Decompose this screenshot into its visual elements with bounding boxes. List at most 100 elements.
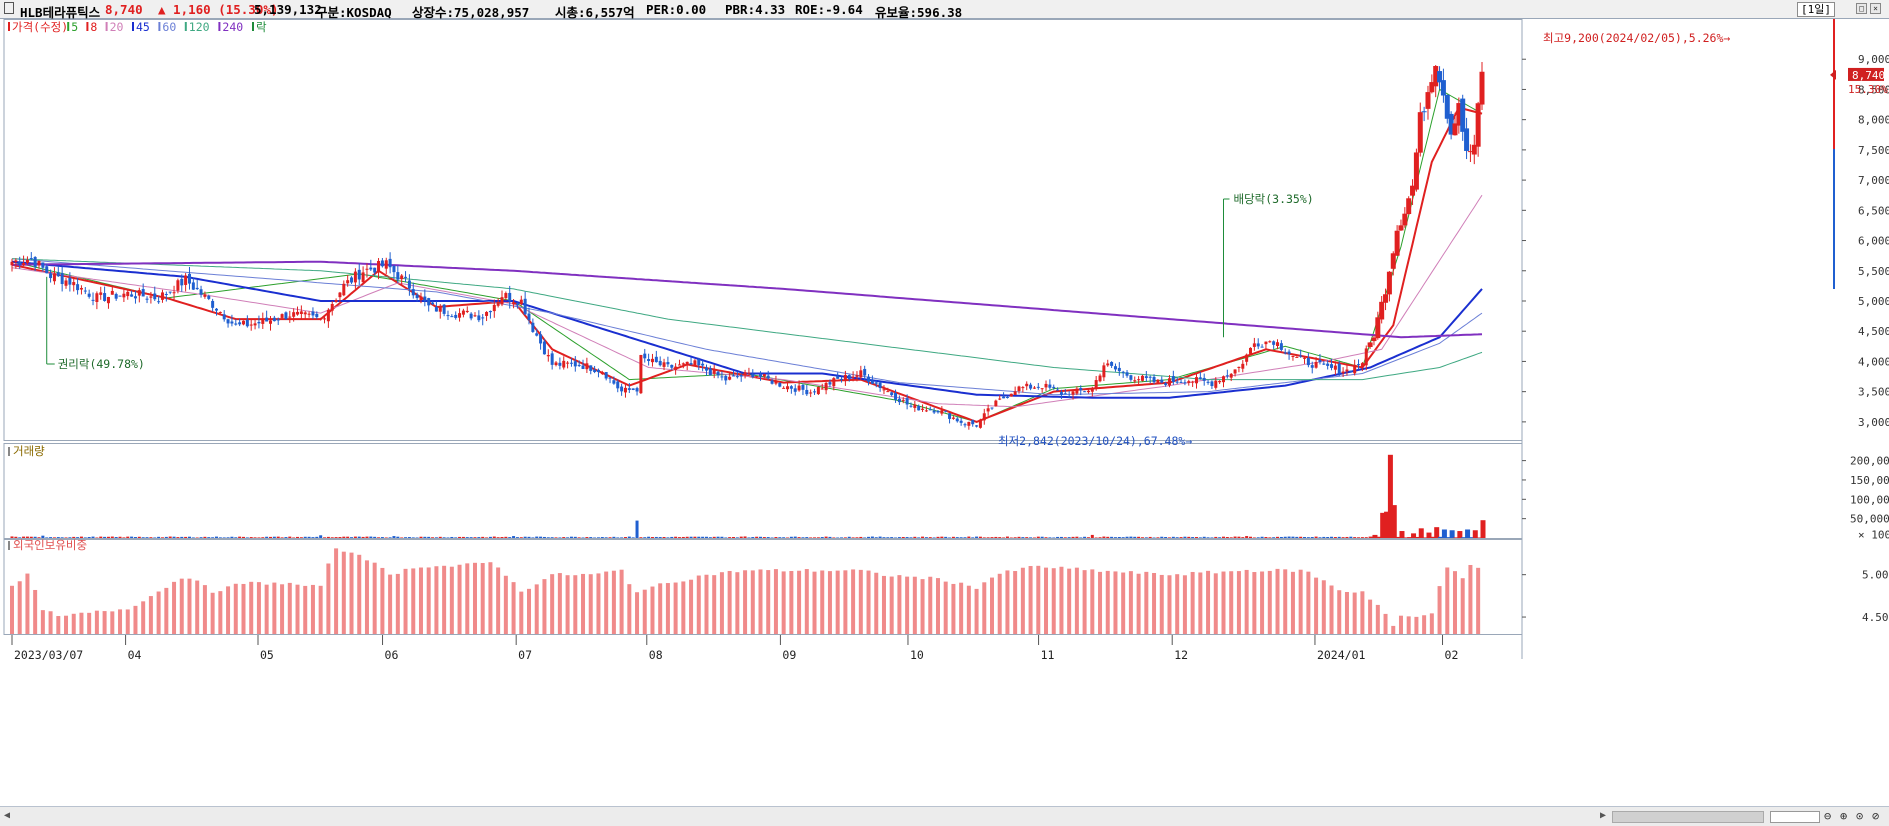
candle-body: [1279, 343, 1283, 350]
volume-bar: [1067, 537, 1071, 539]
volume-bar: [37, 537, 41, 539]
foreign-bar: [1298, 569, 1303, 634]
volume-bar: [743, 536, 747, 538]
volume-bar: [975, 536, 979, 538]
volume-bar: [280, 537, 284, 539]
foreign-bar: [141, 601, 146, 634]
volume-bar: [276, 536, 280, 538]
zoom-reset-icon[interactable]: ⊘: [1872, 809, 1880, 823]
volume-bar: [681, 536, 685, 538]
candle-body: [1314, 362, 1318, 368]
candle-body: [917, 405, 921, 411]
candle-body: [840, 378, 844, 380]
candle-body: [1032, 387, 1036, 389]
volume-bar: [631, 537, 635, 539]
volume-bar: [311, 537, 315, 539]
foreign-bar: [1175, 574, 1180, 634]
volume-bar: [427, 536, 431, 538]
scroll-left-icon[interactable]: ◀: [4, 810, 11, 821]
candle-body: [373, 267, 377, 273]
foreign-bar: [1167, 575, 1172, 634]
volume-bar: [1160, 536, 1164, 538]
foreign-bar: [1445, 567, 1450, 634]
volume-bar: [1218, 537, 1222, 539]
legend-label: 20: [110, 20, 124, 34]
foreign-bar: [79, 612, 84, 634]
candle-body: [95, 293, 99, 303]
zoom-slider[interactable]: [1770, 811, 1820, 823]
volume-bar: [214, 536, 218, 538]
low-annotation: 최저2,842(2023/10/24),67.48%→: [998, 434, 1192, 448]
x-tick-label: 08: [649, 648, 663, 662]
foreign-bar: [1452, 571, 1457, 634]
foreign-bar: [1082, 570, 1087, 634]
candle-body: [535, 333, 539, 336]
candle-body: [1464, 128, 1470, 151]
candle-body: [782, 387, 786, 389]
volume-bar: [380, 537, 384, 539]
foreign-bar: [635, 592, 640, 634]
volume-bar: [184, 536, 188, 538]
candle-body: [863, 368, 867, 376]
axes: 9,000 8,500 8,000 7,500 7,000 6,500 6,000 5,500…: [3, 19, 1889, 662]
candle-body: [118, 295, 122, 297]
volume-bar: [22, 536, 26, 538]
candle-body: [87, 293, 91, 297]
period-selector[interactable]: [1일]: [1797, 2, 1835, 17]
zoom-in-icon[interactable]: ⊕: [1840, 809, 1848, 823]
volume-bar: [627, 536, 631, 538]
candle-body: [1375, 317, 1381, 339]
scroll-right-icon[interactable]: ▶: [1600, 810, 1607, 821]
volume-bar: [1349, 536, 1353, 538]
volume-bar: [616, 537, 620, 539]
volume-bar: [1171, 536, 1175, 538]
window-icon[interactable]: [4, 2, 14, 14]
foreign-bar: [843, 570, 848, 634]
volume-bar: [319, 535, 323, 538]
high-annotation: 최고9,200(2024/02/05),5.26%→: [1543, 31, 1730, 45]
volume-bar: [647, 536, 651, 538]
candle-body: [921, 408, 925, 410]
stock-chart[interactable]: 9,000 8,500 8,000 7,500 7,000 6,500 6,000 5,500…: [0, 19, 1889, 806]
volume-bar: [689, 536, 693, 538]
volume-bar: [118, 536, 122, 538]
candle-body: [627, 388, 631, 390]
candle-body: [411, 289, 415, 296]
maximize-icon[interactable]: □: [1856, 3, 1867, 14]
candle-body: [1029, 384, 1033, 389]
foreign-bar: [696, 575, 701, 634]
foreign-bar: [449, 566, 454, 634]
candle-body: [1322, 363, 1326, 365]
candle-body: [693, 360, 697, 366]
foreign-bar: [1144, 571, 1149, 634]
volume-bar: [218, 537, 222, 539]
foreign-bar: [743, 570, 748, 634]
candle-body: [199, 289, 203, 295]
volume-bar: [801, 537, 805, 539]
zoom-fit-icon[interactable]: ⊙: [1856, 809, 1864, 823]
candle-body: [1175, 381, 1179, 383]
candle-body: [990, 407, 994, 409]
volume-bar: [539, 536, 543, 538]
candle-body: [701, 363, 705, 366]
candle-body: [778, 382, 782, 387]
candle-body: [1233, 369, 1237, 374]
candle-body: [589, 365, 593, 371]
candle-body: [593, 369, 597, 373]
candle-body: [975, 425, 979, 427]
foreign-bar: [943, 581, 948, 634]
ma-240-line: [12, 260, 1483, 339]
candle-body: [870, 380, 874, 384]
volume-bar: [1430, 536, 1436, 538]
foreign-bar: [1028, 566, 1033, 634]
candle-body: [1360, 363, 1364, 367]
volume-bar: [1029, 537, 1033, 539]
zoom-out-icon[interactable]: ⊖: [1824, 809, 1832, 823]
volume-bar: [1403, 537, 1409, 539]
volume-bar: [500, 537, 504, 539]
close-icon[interactable]: ×: [1870, 3, 1881, 14]
volume-bar: [1295, 536, 1299, 538]
volume-bar: [130, 536, 134, 538]
volume-bar: [249, 537, 253, 539]
scrollbar[interactable]: [1612, 811, 1764, 823]
